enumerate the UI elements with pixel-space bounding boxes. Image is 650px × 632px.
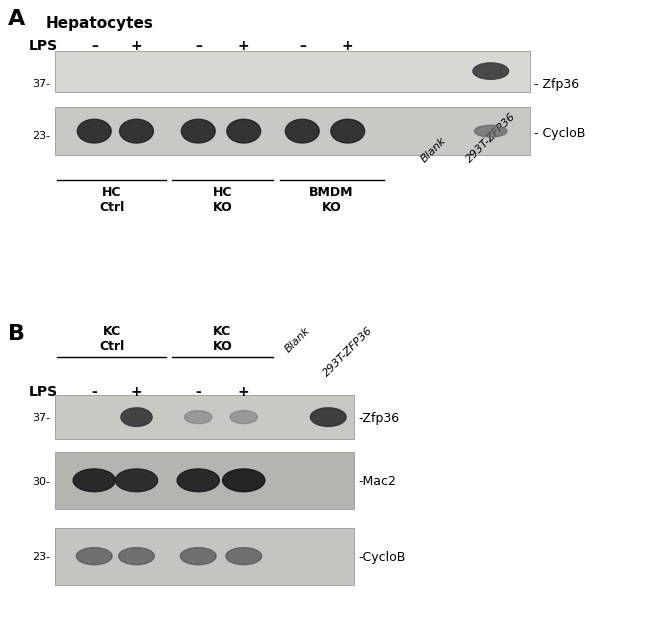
Ellipse shape — [227, 119, 261, 143]
Text: HC
KO: HC KO — [213, 186, 232, 214]
Text: B: B — [8, 324, 25, 344]
Text: -: - — [92, 385, 97, 399]
Bar — [55, 528, 354, 585]
Text: LPS: LPS — [29, 39, 58, 52]
Text: 37-: 37- — [32, 413, 50, 423]
Ellipse shape — [222, 469, 265, 492]
Text: -Zfp36: -Zfp36 — [359, 412, 400, 425]
Text: 37-: 37- — [32, 79, 50, 89]
Text: –: – — [299, 39, 305, 52]
Text: BMDM
KO: BMDM KO — [309, 186, 354, 214]
Text: +: + — [238, 39, 250, 52]
Ellipse shape — [73, 469, 116, 492]
Ellipse shape — [118, 547, 155, 565]
Text: +: + — [342, 39, 354, 52]
Ellipse shape — [285, 119, 319, 143]
Text: 23-: 23- — [32, 131, 50, 141]
Ellipse shape — [181, 119, 215, 143]
Ellipse shape — [181, 547, 216, 565]
Bar — [55, 452, 354, 509]
Ellipse shape — [230, 411, 257, 423]
Ellipse shape — [185, 411, 212, 423]
Ellipse shape — [120, 119, 153, 143]
Text: 293T-ZFP36: 293T-ZFP36 — [322, 325, 375, 379]
Text: +: + — [131, 39, 142, 52]
Text: LPS: LPS — [29, 385, 58, 399]
Ellipse shape — [331, 119, 365, 143]
Text: 23-: 23- — [32, 552, 50, 562]
Ellipse shape — [116, 469, 157, 492]
Bar — [55, 395, 354, 439]
Text: HC
Ctrl: HC Ctrl — [99, 186, 124, 214]
Text: –: – — [91, 39, 98, 52]
Text: Blank: Blank — [419, 135, 448, 164]
Bar — [55, 107, 530, 155]
Text: Hepatocytes: Hepatocytes — [46, 16, 153, 31]
Text: -CycloB: -CycloB — [359, 551, 406, 564]
Text: +: + — [131, 385, 142, 399]
Bar — [55, 51, 530, 92]
Ellipse shape — [473, 63, 508, 80]
Ellipse shape — [77, 119, 111, 143]
Ellipse shape — [311, 408, 346, 427]
Text: +: + — [238, 385, 250, 399]
Text: Blank: Blank — [283, 325, 312, 355]
Text: A: A — [8, 9, 25, 30]
Text: KC
Ctrl: KC Ctrl — [99, 325, 124, 353]
Ellipse shape — [177, 469, 220, 492]
Text: KC
KO: KC KO — [213, 325, 232, 353]
Text: –: – — [195, 39, 202, 52]
Ellipse shape — [226, 547, 261, 565]
Ellipse shape — [77, 547, 112, 565]
Text: - Zfp36: - Zfp36 — [534, 78, 579, 90]
Text: 30-: 30- — [32, 477, 50, 487]
Text: -Mac2: -Mac2 — [359, 475, 396, 488]
Ellipse shape — [474, 125, 507, 137]
Text: 293T-ZFP36: 293T-ZFP36 — [465, 111, 518, 164]
Text: - CycloB: - CycloB — [534, 128, 586, 140]
Text: -: - — [196, 385, 201, 399]
Ellipse shape — [121, 408, 152, 427]
